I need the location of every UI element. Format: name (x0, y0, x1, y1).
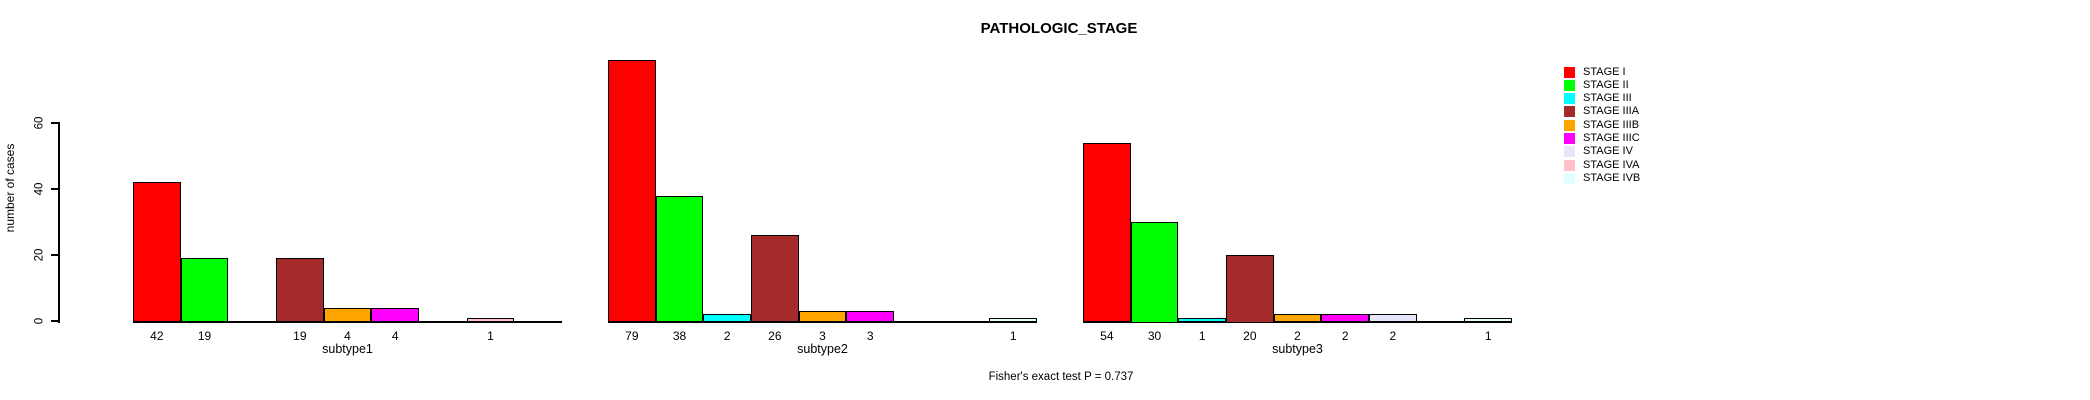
bar-stage-iiia-subtype1 (276, 258, 324, 323)
x-axis-category-label: subtype3 (1272, 342, 1323, 356)
stage-iiia-swatch (1564, 106, 1575, 118)
y-axis-line (58, 122, 60, 323)
bar-value-label: 1 (1009, 329, 1017, 343)
y-tick (51, 254, 58, 256)
y-tick-label: 0 (33, 317, 46, 325)
bar-stage-ivb-subtype2 (989, 317, 1038, 323)
y-tick (51, 122, 58, 124)
legend-label: STAGE III (1583, 92, 1632, 105)
bar-value-label: 1 (1484, 329, 1492, 343)
bar-value-label: 79 (625, 329, 639, 343)
legend-label: STAGE IVB (1583, 171, 1641, 184)
bar-stage-iiib-subtype2 (798, 311, 847, 323)
stage-ivb-swatch (1564, 172, 1575, 184)
legend-label: STAGE IIIA (1583, 105, 1640, 118)
bar-stage-iiib-subtype1 (323, 307, 372, 323)
y-tick-label: 60 (33, 116, 46, 130)
bar-value-label: 3 (819, 329, 826, 343)
stage-iii-swatch (1564, 93, 1575, 105)
y-tick-label: 20 (33, 248, 46, 262)
bar-stage-ii-subtype3 (1130, 222, 1179, 323)
bar-stage-i-subtype1 (133, 182, 181, 323)
legend-label: STAGE IVA (1583, 158, 1640, 171)
y-tick-label: 40 (33, 182, 46, 196)
bar-stage-iiic-subtype1 (371, 307, 419, 323)
bar-stage-iiic-subtype2 (846, 311, 894, 323)
bar-value-label: 4 (391, 329, 399, 343)
bar-stage-iiic-subtype3 (1321, 314, 1369, 323)
bar-value-label: 54 (1100, 329, 1114, 343)
bar-stage-i-subtype2 (608, 60, 656, 323)
bar-stage-iii-subtype3 (1178, 317, 1226, 323)
bar-stage-i-subtype3 (1083, 142, 1131, 323)
bar-value-label: 26 (768, 329, 782, 343)
bar-value-label: 20 (1243, 329, 1257, 343)
bar-stage-iiia-subtype3 (1226, 255, 1274, 323)
bar-value-label: 19 (197, 329, 212, 343)
bar-stage-iv-subtype3 (1369, 314, 1417, 323)
bar-stage-iiia-subtype2 (751, 235, 799, 323)
bar-stage-ii-subtype2 (655, 195, 704, 323)
bar-value-label: 2 (723, 329, 731, 343)
bar-value-label: 4 (344, 329, 351, 343)
stage-iva-swatch (1564, 159, 1575, 171)
bar-stage-ii-subtype1 (180, 258, 229, 323)
bar-value-label: 1 (1198, 329, 1206, 343)
legend-label: STAGE IV (1583, 145, 1633, 158)
bar-value-label: 42 (150, 329, 164, 343)
bar-stage-iiib-subtype3 (1273, 314, 1322, 323)
stage-iiib-swatch (1564, 119, 1575, 131)
y-tick (51, 188, 58, 190)
bar-value-label: 3 (866, 329, 874, 343)
chart-title: PATHOLOGIC_STAGE (980, 20, 1138, 37)
stage-ii-swatch (1564, 79, 1575, 91)
y-axis-label: number of cases (3, 143, 17, 233)
legend-label: STAGE IIIB (1583, 118, 1640, 131)
bar-stage-iva-subtype1 (466, 317, 515, 323)
y-tick (51, 320, 58, 322)
stage-i-swatch (1564, 66, 1575, 78)
bar-stage-iii-subtype2 (703, 314, 751, 323)
x-axis-category-label: subtype2 (797, 342, 848, 356)
legend-label: STAGE II (1583, 78, 1629, 91)
stage-iv-swatch (1564, 146, 1575, 158)
bar-value-label: 30 (1147, 329, 1162, 343)
stage-iiic-swatch (1564, 133, 1575, 144)
bar-value-label: 38 (672, 329, 687, 343)
bar-value-label: 2 (1341, 329, 1349, 343)
legend-label: STAGE IIIC (1583, 132, 1640, 144)
bar-value-label: 2 (1389, 329, 1397, 343)
bar-value-label: 1 (487, 329, 494, 343)
bar-value-label: 19 (293, 329, 307, 343)
fisher-test-annotation: Fisher's exact test P = 0.737 (988, 371, 1134, 383)
bar-value-label: 2 (1294, 329, 1301, 343)
x-axis-category-label: subtype1 (322, 342, 373, 356)
bar-stage-ivb-subtype3 (1464, 317, 1513, 323)
legend-label: STAGE I (1583, 65, 1626, 78)
